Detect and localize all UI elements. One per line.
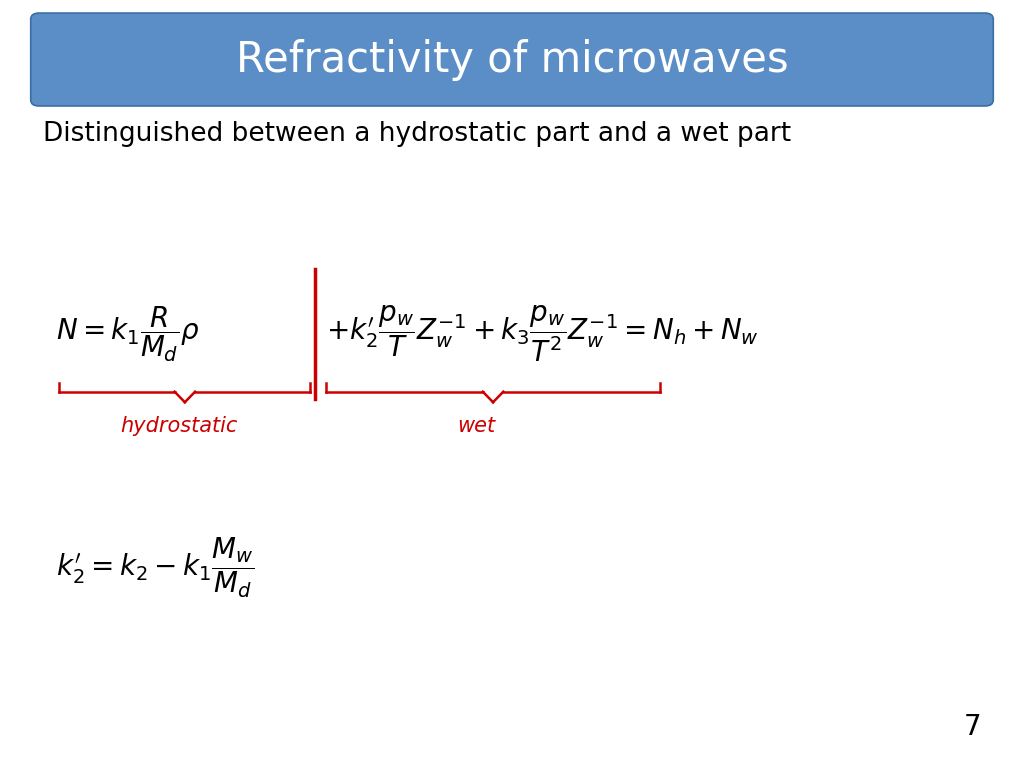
- FancyBboxPatch shape: [31, 13, 993, 106]
- Text: $+ k_2^\prime \dfrac{p_w}{T} Z_w^{-1} + k_3 \dfrac{p_w}{T^2} Z_w^{-1} = N_h + N_: $+ k_2^\prime \dfrac{p_w}{T} Z_w^{-1} + …: [326, 304, 759, 364]
- Text: wet: wet: [457, 416, 496, 436]
- Text: Distinguished between a hydrostatic part and a wet part: Distinguished between a hydrostatic part…: [43, 121, 792, 147]
- Text: hydrostatic: hydrostatic: [121, 416, 238, 436]
- Text: Refractivity of microwaves: Refractivity of microwaves: [236, 38, 788, 81]
- Text: $k_2^\prime = k_2 - k_1 \dfrac{M_w}{M_d}$: $k_2^\prime = k_2 - k_1 \dfrac{M_w}{M_d}…: [56, 536, 255, 601]
- Text: 7: 7: [964, 713, 981, 741]
- Text: $N = k_1 \dfrac{R}{M_d}\rho$: $N = k_1 \dfrac{R}{M_d}\rho$: [56, 304, 201, 364]
